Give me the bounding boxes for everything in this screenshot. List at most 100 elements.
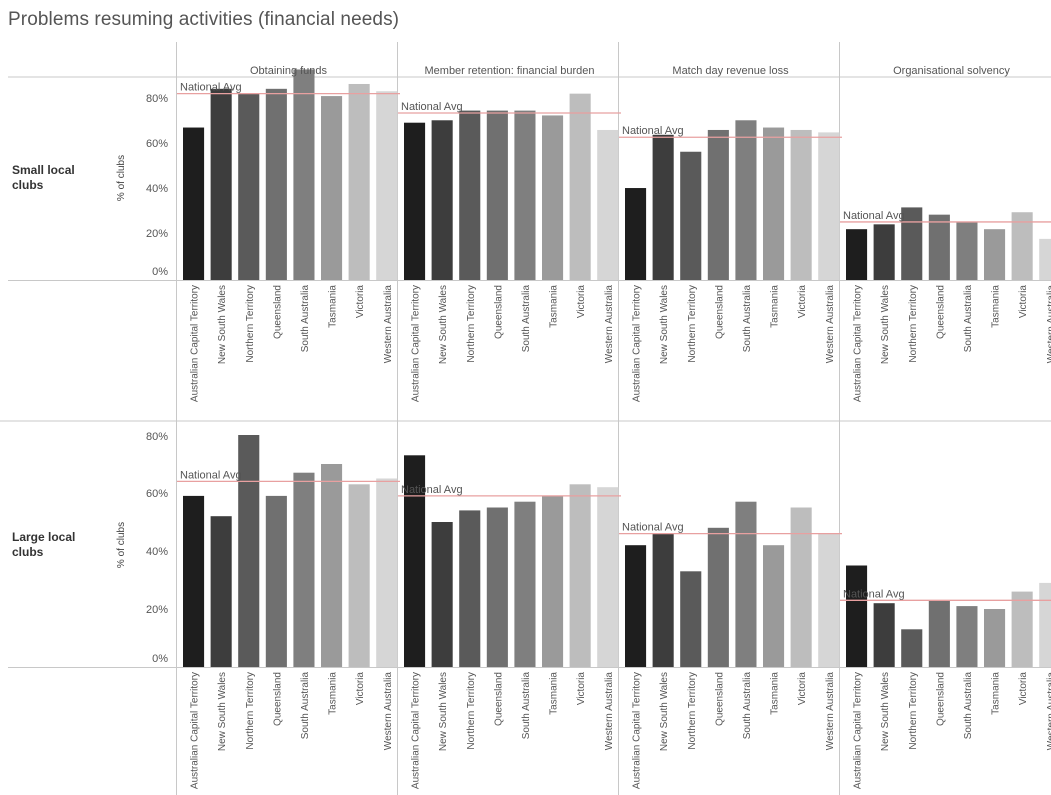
bar <box>597 487 619 667</box>
category-label: Tasmania <box>770 672 781 715</box>
bar <box>293 472 315 667</box>
bar <box>707 129 729 280</box>
national-avg-label: National Avg <box>843 210 905 222</box>
y-tick-label: 40% <box>146 546 168 558</box>
y-tick-label: 80% <box>146 93 168 105</box>
column-header: Match day revenue loss <box>672 65 789 77</box>
national-avg-label: National Avg <box>180 469 242 481</box>
category-label: New South Wales <box>217 285 228 364</box>
bar <box>431 120 453 280</box>
category-label: New South Wales <box>438 285 449 364</box>
category-label: New South Wales <box>217 672 228 751</box>
category-label: Western Australia <box>1046 285 1051 364</box>
bar <box>569 484 591 667</box>
bar <box>625 188 647 280</box>
category-label: Victoria <box>1018 285 1029 319</box>
y-tick-label: 40% <box>146 183 168 195</box>
category-label: Western Australia <box>383 285 394 364</box>
y-tick-label: 60% <box>146 138 168 150</box>
category-label: Northern Territory <box>466 285 477 363</box>
bar <box>652 533 674 667</box>
bar <box>956 606 978 667</box>
chart-labels: Obtaining funds Member retention: financi… <box>12 65 1051 789</box>
bar <box>404 455 426 667</box>
column-header: Member retention: financial burden <box>425 65 595 77</box>
category-label: Tasmania <box>549 672 560 715</box>
bar <box>321 96 343 280</box>
bar <box>984 609 1006 667</box>
category-label: Australian Capital Territory <box>411 672 422 789</box>
category-label: Western Australia <box>604 672 615 751</box>
bar <box>790 129 812 280</box>
bar <box>873 224 895 280</box>
category-label: New South Wales <box>659 285 670 364</box>
bar <box>265 88 287 280</box>
category-label: Queensland <box>714 672 725 726</box>
category-label: Northern Territory <box>245 672 256 750</box>
bar <box>625 545 647 667</box>
bar <box>901 629 923 667</box>
category-label: Western Australia <box>1046 672 1051 751</box>
category-label: Northern Territory <box>908 285 919 363</box>
category-label: Tasmania <box>770 285 781 328</box>
bar <box>376 478 398 667</box>
bar <box>984 229 1006 280</box>
bar <box>459 510 481 667</box>
category-label: Queensland <box>493 672 504 726</box>
bar <box>514 501 536 667</box>
bar <box>1039 582 1051 667</box>
category-label: Northern Territory <box>687 285 698 363</box>
category-label: Queensland <box>272 672 283 726</box>
bar <box>597 129 619 280</box>
national-avg-label: National Avg <box>401 101 463 113</box>
bar <box>293 69 315 281</box>
bar <box>238 435 260 667</box>
bar <box>210 516 232 667</box>
y-tick-label: 60% <box>146 488 168 500</box>
bar <box>1039 238 1051 280</box>
bar <box>459 110 481 280</box>
category-label: Western Australia <box>383 672 394 751</box>
bar <box>210 88 232 280</box>
bar <box>183 495 205 667</box>
y-tick-label: 0% <box>152 653 168 665</box>
y-tick-label: 0% <box>152 266 168 278</box>
bar <box>763 545 785 667</box>
category-label: Queensland <box>935 285 946 339</box>
category-label: Victoria <box>355 672 366 706</box>
bar <box>735 501 757 667</box>
category-label: South Australia <box>742 285 753 353</box>
bar <box>1011 212 1033 280</box>
page-title: Problems resuming activities (financial … <box>8 9 400 30</box>
bar <box>265 495 287 667</box>
bar <box>486 110 508 280</box>
bar <box>846 565 868 667</box>
bar <box>542 495 564 667</box>
category-label: South Australia <box>300 672 311 740</box>
category-label: Australian Capital Territory <box>853 672 864 789</box>
category-label: Australian Capital Territory <box>190 672 201 789</box>
category-label: New South Wales <box>438 672 449 751</box>
category-label: Tasmania <box>991 285 1002 328</box>
category-label: South Australia <box>742 672 753 740</box>
y-tick-label: 80% <box>146 431 168 443</box>
category-label: Tasmania <box>328 285 339 328</box>
category-label: Northern Territory <box>687 672 698 750</box>
category-label: Victoria <box>797 285 808 319</box>
bar <box>348 83 370 280</box>
category-label: Tasmania <box>328 672 339 715</box>
category-label: Australian Capital Territory <box>411 285 422 402</box>
row-label: Small local clubs <box>12 163 75 192</box>
chart-marks <box>177 69 1051 667</box>
category-label: South Australia <box>521 285 532 353</box>
bar <box>680 571 702 667</box>
national-avg-label: National Avg <box>180 82 242 94</box>
bar <box>735 120 757 280</box>
bar <box>486 507 508 667</box>
bar <box>183 127 205 280</box>
bar <box>431 522 453 667</box>
bar <box>901 207 923 280</box>
category-label: Victoria <box>1018 672 1029 706</box>
bar <box>846 229 868 280</box>
